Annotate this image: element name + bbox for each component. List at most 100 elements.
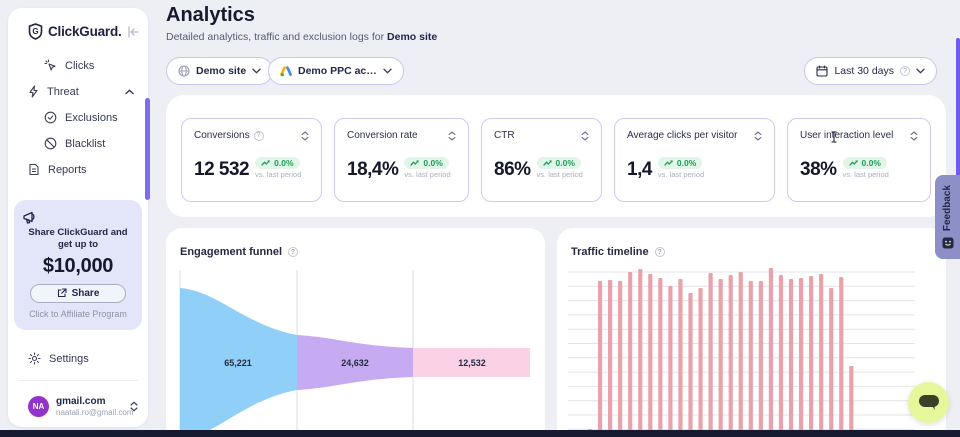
promo-text: Share ClickGuard and get up to: [28, 227, 128, 251]
circle-check-icon: [44, 111, 57, 124]
ppc-account-dropdown[interactable]: Demo PPC ac…: [268, 57, 404, 85]
date-range-value: Last 30 days: [834, 65, 894, 77]
delta-badge: 0.0%: [255, 157, 300, 169]
delta-badge: 0.0%: [842, 157, 887, 169]
site-selector-dropdown[interactable]: Demo site: [166, 57, 274, 85]
kpi-panel: Conversions 12 532 0.0%vs. last period C…: [166, 95, 946, 217]
chevron-down-icon: [252, 68, 261, 74]
question-circle-icon: [900, 66, 910, 76]
logo-text: ClickGuard.: [48, 24, 122, 39]
google-ads-icon: [280, 65, 292, 77]
kpi-card-user-interaction: User interaction level 38% 0.0% vs. last …: [787, 118, 931, 202]
kpi-value: 12 532: [194, 159, 250, 180]
traffic-timeline-card: Traffic timeline: [557, 228, 946, 437]
sidebar-nav: Clicks Threat Exclusions Blacklist: [8, 58, 148, 177]
sidebar-item-label: Settings: [49, 352, 89, 365]
kpi-label: User interaction level: [800, 130, 894, 141]
chat-launcher-button[interactable]: [908, 382, 949, 423]
globe-icon: [178, 65, 190, 77]
kpi-value: 38%: [800, 159, 837, 180]
cursor-click-icon: [44, 59, 57, 72]
kpi-value: 1,4: [627, 159, 652, 180]
clickguard-shield-logo-icon: G: [28, 23, 43, 40]
question-circle-icon: [654, 247, 665, 257]
engagement-funnel-chart[interactable]: 65,221 24,632 12,532: [166, 228, 545, 437]
selector-updown-icon: [130, 401, 138, 412]
account-name: gmail.com: [56, 396, 106, 407]
trend-up-icon: [410, 160, 420, 166]
account-email: naatali.ro@gmail.com: [56, 407, 134, 417]
delta-badge: 0.0%: [404, 157, 449, 169]
kpi-card-conversion-rate: Conversion rate 18,4% 0.0% vs. last perio…: [334, 118, 469, 202]
kpi-value: 86%: [494, 159, 531, 180]
avatar: NA: [28, 396, 49, 418]
sidebar-collapse-icon[interactable]: [127, 25, 140, 38]
sort-updown-icon[interactable]: [301, 130, 309, 141]
info-icon: [253, 130, 264, 141]
kpi-card-avg-clicks: Average clicks per visitor 1,4 0.0% vs. l…: [614, 118, 775, 202]
sidebar-item-label: Reports: [48, 163, 87, 176]
chat-bubble-icon: [918, 394, 940, 411]
trend-up-icon: [261, 160, 270, 166]
bottom-browser-bar: [0, 430, 960, 437]
prohibit-icon: [44, 137, 57, 150]
feedback-tab[interactable]: Feedback: [935, 175, 960, 259]
sidebar-item-label: Clicks: [65, 59, 95, 72]
report-file-icon: [28, 163, 40, 176]
lightning-icon: [28, 85, 39, 98]
trend-up-icon: [664, 160, 673, 166]
sidebar-item-clicks[interactable]: Clicks: [8, 58, 148, 73]
feedback-smiley-icon: [942, 237, 954, 249]
chevron-up-icon[interactable]: [125, 88, 134, 95]
sidebar-item-blacklist[interactable]: Blacklist: [8, 136, 148, 151]
svg-text:24,632: 24,632: [341, 358, 369, 368]
ppc-account-value: Demo PPC ac…: [298, 65, 377, 77]
page-title: Analytics: [166, 4, 255, 26]
sidebar-item-exclusions[interactable]: Exclusions: [8, 110, 148, 125]
trend-up-icon: [848, 160, 858, 166]
sort-updown-icon[interactable]: [581, 130, 589, 141]
account-switcher[interactable]: NA gmail.com naatali.ro@gmail.com: [28, 396, 138, 418]
traffic-timeline-chart[interactable]: [557, 228, 946, 437]
sort-updown-icon[interactable]: [448, 130, 456, 141]
svg-text:G: G: [32, 27, 38, 36]
kpi-label: Average clicks per visitor: [627, 130, 738, 141]
share-button[interactable]: Share: [30, 283, 126, 303]
compare-label: vs. last period: [255, 170, 302, 179]
page-scrollbar-thumb[interactable]: [956, 38, 960, 214]
kpi-label: CTR: [494, 130, 515, 141]
kpi-label: Conversion rate: [347, 130, 418, 141]
compare-label: vs. last period: [536, 170, 583, 179]
sort-updown-icon[interactable]: [754, 130, 762, 141]
trend-up-icon: [542, 160, 552, 166]
gear-icon: [28, 352, 41, 365]
feedback-label: Feedback: [942, 184, 953, 232]
question-circle-icon: [288, 247, 299, 257]
calendar-icon: [816, 65, 829, 77]
external-link-icon: [57, 288, 67, 298]
delta-badge: 0.0%: [536, 157, 581, 169]
sidebar-item-label: Blacklist: [65, 137, 106, 150]
sidebar-item-settings[interactable]: Settings: [28, 352, 89, 365]
chart-title-traffic: Traffic timeline: [571, 246, 665, 258]
site-selector-value: Demo site: [196, 65, 247, 77]
affiliate-link[interactable]: Click to Affiliate Program: [29, 308, 127, 319]
delta-badge: 0.0%: [657, 157, 703, 169]
compare-label: vs. last period: [657, 170, 705, 179]
kpi-card-conversions: Conversions 12 532 0.0%vs. last period: [181, 118, 322, 202]
kpi-label: Conversions: [194, 130, 250, 141]
compare-label: vs. last period: [404, 170, 451, 179]
sidebar-divider: [18, 380, 138, 381]
sort-updown-icon[interactable]: [910, 130, 918, 141]
megaphone-icon: [22, 210, 134, 225]
sidebar-item-label: Threat: [47, 85, 79, 98]
kpi-value: 18,4%: [347, 159, 399, 180]
affiliate-promo-card[interactable]: Share ClickGuard and get up to $10,000 S…: [14, 200, 142, 330]
sidebar-item-reports[interactable]: Reports: [8, 162, 148, 177]
date-range-dropdown[interactable]: Last 30 days: [804, 57, 937, 85]
sidebar-scroll-indicator[interactable]: [145, 98, 150, 200]
share-button-label: Share: [71, 287, 100, 299]
sidebar-item-label: Exclusions: [65, 111, 118, 124]
sidebar-item-threat[interactable]: Threat: [8, 84, 148, 99]
subtitle-site-name: Demo site: [387, 31, 438, 43]
